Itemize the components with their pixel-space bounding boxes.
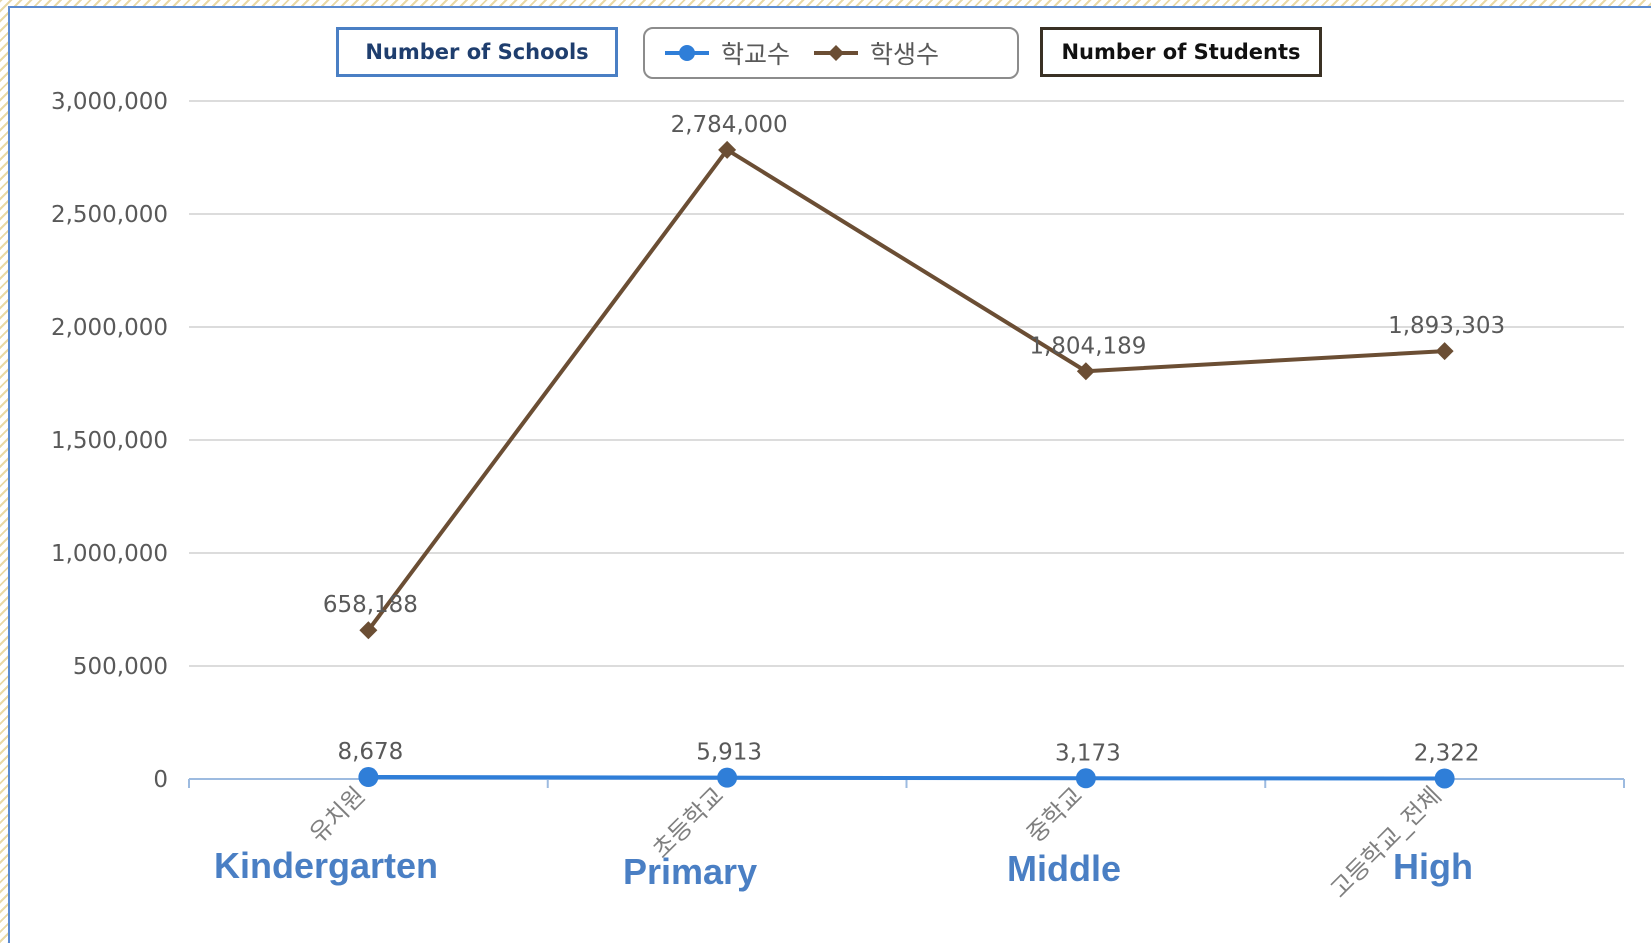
- data-label: 2,784,000: [671, 112, 788, 138]
- legend[interactable]: 학교수 학생수: [643, 27, 1019, 79]
- series: [358, 140, 1455, 789]
- english-label-high: High: [1393, 846, 1473, 887]
- circle-marker-icon: [665, 45, 709, 61]
- data-point: [1076, 362, 1095, 381]
- data-label: 3,173: [1055, 740, 1121, 766]
- y-tick-label: 500,000: [73, 654, 168, 680]
- data-label: 1,893,303: [1388, 313, 1505, 339]
- data-label: 1,804,189: [1029, 333, 1146, 359]
- y-tick-label: 0: [153, 767, 168, 793]
- data-point: [1434, 768, 1455, 789]
- gridlines: [189, 100, 1624, 667]
- y-tick-label: 1,000,000: [51, 541, 168, 567]
- data-label: 658,188: [323, 592, 418, 618]
- data-point: [717, 767, 738, 788]
- number-of-students-label: Number of Students: [1040, 27, 1322, 77]
- data-label: 8,678: [337, 739, 403, 765]
- y-tick-label: 1,500,000: [51, 428, 168, 454]
- diamond-marker-icon: [814, 45, 859, 61]
- english-label-kindergarten: Kindergarten: [214, 845, 439, 886]
- x-tick-label: 유치원: [304, 781, 371, 848]
- data-label: 5,913: [696, 740, 762, 766]
- chart-panel: [8, 6, 1651, 943]
- legend-label-schools: 학교수: [721, 40, 791, 69]
- english-label-primary: Primary: [623, 851, 758, 892]
- data-point: [358, 767, 379, 788]
- y-tick-label: 2,000,000: [51, 315, 168, 341]
- legend-item-students[interactable]: 학생수: [812, 35, 939, 71]
- series-line-schools: [368, 775, 1445, 781]
- legend-item-schools[interactable]: 학교수: [663, 35, 790, 71]
- y-tick-label: 3,000,000: [51, 89, 168, 115]
- legend-label-students: 학생수: [870, 40, 940, 69]
- number-of-schools-label: Number of Schools: [336, 27, 618, 77]
- x-tick-label: 중학교: [1021, 781, 1088, 848]
- data-label: 2,322: [1414, 740, 1480, 766]
- data-point: [718, 140, 737, 159]
- series-line-students: [366, 147, 1445, 632]
- axes: 0 500,000 1,000,000 1,500,000 2,000,000 2,500…: [51, 89, 1625, 903]
- english-label-middle: Middle: [1007, 848, 1121, 889]
- data-point: [359, 621, 378, 640]
- data-point: [1435, 342, 1454, 361]
- data-point: [1075, 768, 1096, 789]
- y-tick-label: 2,500,000: [51, 202, 168, 228]
- data-labels: 8,678 5,913 3,173 2,322 658,188 2,784,000 1,80…: [323, 112, 1505, 767]
